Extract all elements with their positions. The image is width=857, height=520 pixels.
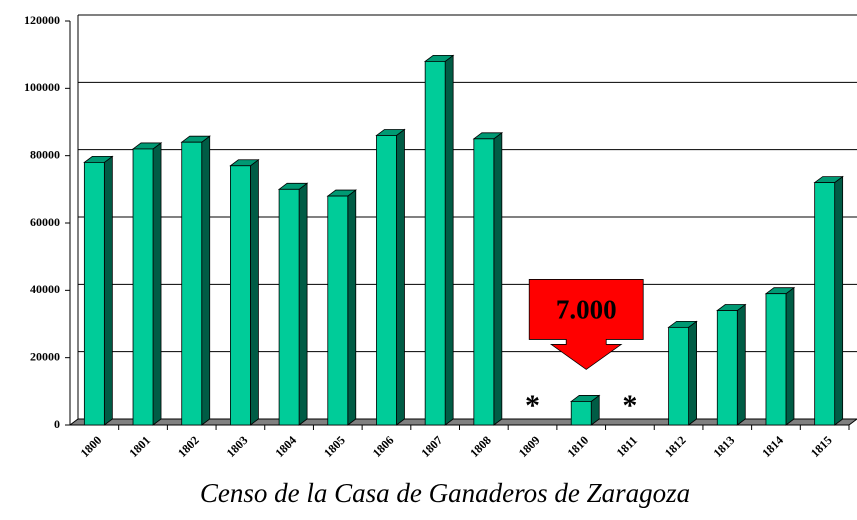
bar-side [250, 158, 259, 426]
bar-side [493, 132, 503, 426]
x-tick-label: 1803 [224, 433, 251, 460]
bar-side [103, 155, 113, 426]
x-tick-label: 1810 [564, 433, 591, 460]
x-tick-label: 1805 [321, 433, 348, 460]
bar [570, 394, 601, 426]
bar [83, 155, 114, 426]
bar-side [201, 135, 211, 426]
bar-side [152, 142, 162, 426]
bar-front [473, 138, 495, 426]
y-tick-label: 60000 [30, 215, 60, 229]
bar [716, 303, 747, 426]
x-tick-label: 1804 [272, 433, 299, 460]
bar-front [230, 165, 251, 426]
bar-side [347, 189, 357, 426]
bar-front [278, 188, 300, 426]
chart-title: Censo de la Casa de Ganaderos de Zaragoz… [200, 478, 690, 508]
bar-side [736, 303, 746, 426]
y-tick-label: 20000 [30, 349, 60, 363]
bar-front [132, 148, 154, 426]
x-tick-label: 1811 [614, 433, 640, 459]
bar [229, 158, 260, 426]
x-tick-label: 1812 [662, 433, 689, 460]
bar [375, 128, 406, 426]
x-tick-label: 1806 [370, 433, 397, 460]
bar-front [814, 182, 836, 426]
bar-front [181, 141, 203, 426]
bar-side [834, 175, 844, 426]
y-tick-label: 40000 [30, 282, 60, 296]
bar-side [785, 286, 795, 426]
bar [277, 182, 309, 426]
bar-front [376, 135, 397, 426]
bar-side [298, 182, 308, 426]
x-tick-label: 1808 [467, 433, 494, 460]
x-tick-label: 1809 [516, 433, 543, 460]
bar-front [668, 326, 689, 426]
bar-side [396, 128, 405, 426]
bar [764, 286, 796, 426]
x-tick-label: 1800 [78, 433, 105, 460]
bar [667, 320, 698, 426]
annotation: * [525, 389, 540, 422]
bar [326, 189, 357, 426]
y-tick-label: 80000 [30, 147, 60, 161]
bar-front [327, 195, 349, 426]
x-tick-label: 1813 [710, 433, 737, 460]
bar-front [424, 61, 446, 426]
bar-front [716, 310, 738, 426]
bar-front [570, 401, 592, 426]
bar [180, 135, 211, 426]
bar [131, 142, 163, 426]
annotation: 7.000 [556, 295, 617, 325]
y-tick-label: 100000 [24, 80, 60, 94]
bar-side [688, 320, 697, 426]
callout-arrow [528, 279, 644, 370]
y-tick-label: 120000 [24, 13, 60, 27]
bar [472, 132, 504, 426]
bar-front [765, 293, 787, 426]
y-tick-label: 0 [54, 417, 60, 431]
bar [813, 175, 844, 426]
annotation: * [622, 389, 637, 422]
x-tick-label: 1814 [759, 433, 786, 460]
bar [423, 54, 455, 426]
x-tick-label: 1801 [126, 433, 153, 460]
x-tick-label: 1815 [808, 433, 835, 460]
bar-side [444, 54, 454, 426]
bar-front [83, 161, 105, 426]
x-tick-label: 1807 [418, 433, 445, 460]
x-tick-label: 1802 [175, 433, 202, 460]
